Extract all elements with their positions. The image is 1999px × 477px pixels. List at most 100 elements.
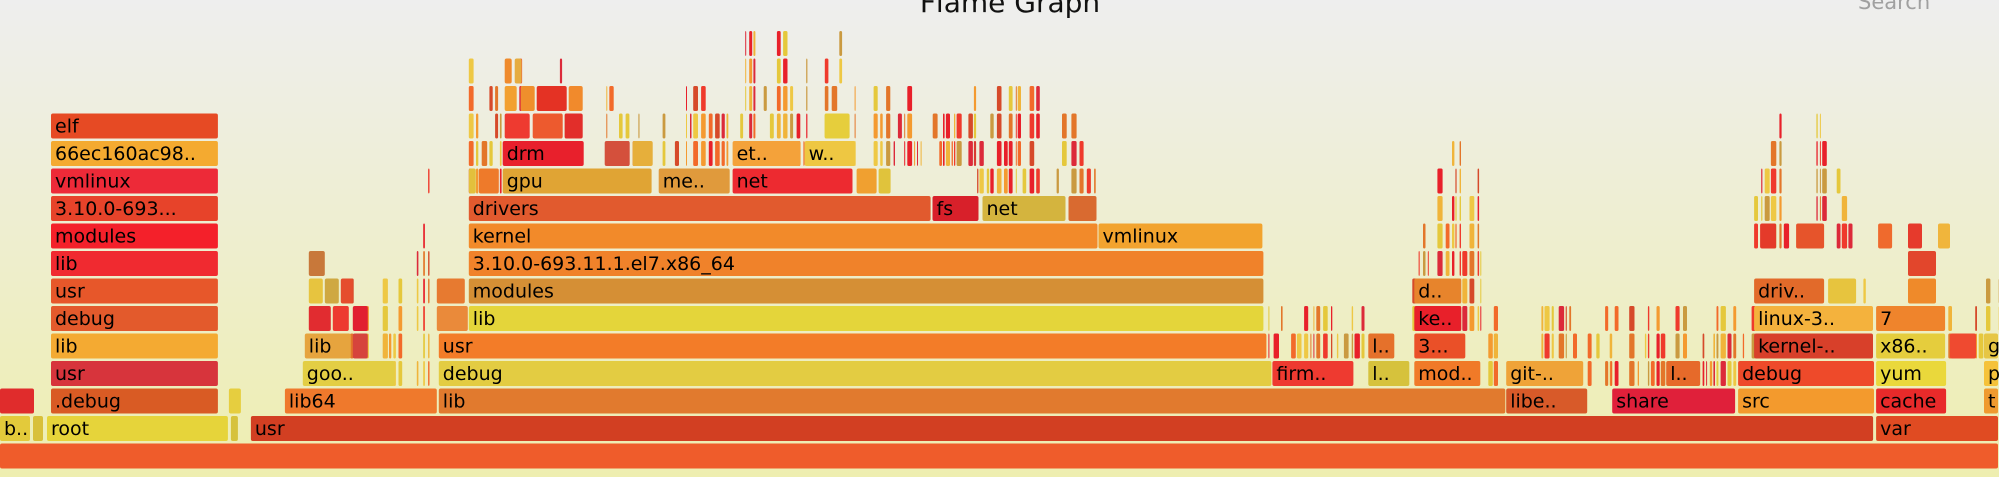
minor-frame[interactable] <box>907 86 913 111</box>
frame-rect[interactable] <box>0 388 34 414</box>
minor-frame[interactable] <box>715 141 720 166</box>
frame[interactable] <box>340 278 353 304</box>
minor-frame[interactable] <box>803 141 805 166</box>
minor-frame[interactable] <box>1313 333 1315 359</box>
minor-frame[interactable] <box>1629 306 1635 331</box>
frame-rect[interactable] <box>564 113 583 139</box>
frame-rect[interactable] <box>468 306 1264 331</box>
frame-rect[interactable] <box>438 388 1506 414</box>
minor-frame[interactable] <box>873 113 878 139</box>
minor-frame[interactable] <box>1036 168 1040 194</box>
minor-frame[interactable] <box>1291 333 1296 359</box>
minor-frame[interactable] <box>968 113 973 139</box>
minor-frame[interactable] <box>1551 333 1554 359</box>
minor-frame[interactable] <box>1816 168 1818 194</box>
minor-frame[interactable] <box>943 141 945 166</box>
minor-frame[interactable] <box>1841 196 1848 221</box>
frame-rect[interactable] <box>1754 278 1825 304</box>
minor-frame[interactable] <box>701 141 706 166</box>
minor-frame[interactable] <box>740 113 744 139</box>
minor-frame[interactable] <box>489 141 493 166</box>
frame-x86-[interactable]: x86.. <box>1876 333 1946 359</box>
minor-frame[interactable] <box>416 306 419 331</box>
frame-rect[interactable] <box>856 168 877 194</box>
minor-frame[interactable] <box>489 86 493 111</box>
minor-frame[interactable] <box>1086 168 1091 194</box>
minor-frame[interactable] <box>693 113 698 139</box>
minor-frame[interactable] <box>1452 196 1455 221</box>
frame[interactable] <box>514 58 522 84</box>
minor-frame[interactable] <box>423 361 425 386</box>
minor-frame[interactable] <box>1273 333 1279 359</box>
minor-frame[interactable] <box>1017 86 1021 111</box>
frame-modules[interactable]: modules <box>51 223 218 249</box>
minor-frame[interactable] <box>943 113 945 139</box>
minor-frame[interactable] <box>1558 333 1565 359</box>
minor-frame[interactable] <box>1452 141 1455 166</box>
frame-driv-[interactable]: driv.. <box>1754 278 1825 304</box>
frame[interactable] <box>520 86 535 111</box>
frame-linux-3-[interactable]: linux-3.. <box>1754 306 1873 331</box>
minor-frame[interactable] <box>1029 113 1035 139</box>
minor-frame[interactable] <box>468 58 474 84</box>
minor-frame[interactable] <box>1978 333 1984 359</box>
minor-frame[interactable] <box>1316 306 1321 331</box>
minor-frame[interactable] <box>1477 168 1480 194</box>
frame-firm-[interactable]: firm.. <box>1272 361 1354 386</box>
minor-frame[interactable] <box>1647 361 1650 386</box>
minor-frame[interactable] <box>662 141 666 166</box>
minor-frame[interactable] <box>1863 278 1866 304</box>
minor-frame[interactable] <box>1469 278 1475 304</box>
minor-frame[interactable] <box>1488 361 1493 386</box>
minor-frame[interactable] <box>1841 223 1848 249</box>
minor-frame[interactable] <box>956 113 962 139</box>
minor-frame[interactable] <box>753 86 756 111</box>
frame-rect[interactable] <box>1414 306 1462 331</box>
frame-vmlinux[interactable]: vmlinux <box>51 168 218 194</box>
minor-frame[interactable] <box>1351 306 1354 331</box>
minor-frame[interactable] <box>880 113 883 139</box>
frame-rect[interactable] <box>532 113 563 139</box>
frame-rect[interactable] <box>1368 333 1395 359</box>
minor-frame[interactable] <box>690 113 692 139</box>
minor-frame[interactable] <box>686 113 687 139</box>
minor-frame[interactable] <box>1544 306 1550 331</box>
minor-frame[interactable] <box>1770 141 1777 166</box>
minor-frame[interactable] <box>1683 306 1687 331</box>
minor-frame[interactable] <box>1361 306 1365 331</box>
minor-frame[interactable] <box>499 113 502 139</box>
frame-rect[interactable] <box>51 251 218 276</box>
frame-kernel[interactable]: kernel <box>468 223 1098 249</box>
minor-frame[interactable] <box>1071 168 1077 194</box>
minor-frame[interactable] <box>1975 306 1977 331</box>
frame-rect[interactable] <box>658 168 730 194</box>
frame-rect[interactable] <box>1506 388 1588 414</box>
frame-et-[interactable]: et.. <box>732 141 801 166</box>
minor-frame[interactable] <box>1469 196 1475 221</box>
minor-frame[interactable] <box>1647 306 1650 331</box>
minor-frame[interactable] <box>1733 306 1737 331</box>
frame-kernel-[interactable]: kernel-.. <box>1754 333 1873 359</box>
frame-rect[interactable] <box>468 278 1264 304</box>
frame-me-[interactable]: me.. <box>658 168 730 194</box>
minor-frame[interactable] <box>1477 251 1480 276</box>
minor-frame[interactable] <box>1720 306 1726 331</box>
minor-frame[interactable] <box>1469 306 1475 331</box>
minor-frame[interactable] <box>1469 251 1475 276</box>
minor-frame[interactable] <box>1716 306 1719 331</box>
minor-frame[interactable] <box>1587 361 1592 386</box>
frame[interactable] <box>1908 278 1936 304</box>
minor-frame[interactable] <box>398 333 403 359</box>
frame-rect[interactable] <box>520 86 535 111</box>
frame-elf[interactable]: elf <box>51 113 218 139</box>
frame-rect[interactable] <box>51 141 218 166</box>
minor-frame[interactable] <box>1452 223 1455 249</box>
minor-frame[interactable] <box>1004 168 1008 194</box>
minor-frame[interactable] <box>1770 196 1777 221</box>
minor-frame[interactable] <box>1716 333 1719 359</box>
minor-frame[interactable] <box>416 278 419 304</box>
minor-frame[interactable] <box>1015 141 1017 166</box>
minor-frame[interactable] <box>428 278 430 304</box>
minor-frame[interactable] <box>954 141 956 166</box>
minor-frame[interactable] <box>904 141 906 166</box>
